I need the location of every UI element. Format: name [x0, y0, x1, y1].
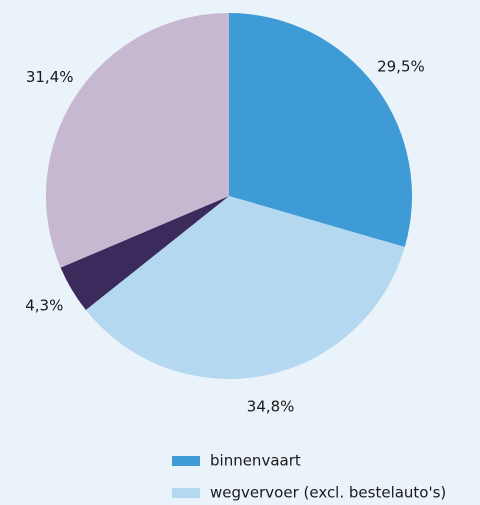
value-label: 34,8% — [247, 397, 295, 415]
pie-slice — [60, 196, 230, 310]
value-label: 31,4% — [26, 68, 74, 86]
legend-label: binnenvaart — [210, 452, 301, 470]
value-label: 4,3% — [25, 297, 63, 315]
pie-slice — [46, 13, 229, 268]
legend-swatch — [172, 456, 200, 466]
legend-swatch — [172, 488, 200, 498]
legend-label: wegvervoer (excl. bestelauto's) — [210, 484, 446, 502]
pie-slice — [229, 13, 412, 248]
value-label: 29,5% — [377, 57, 425, 75]
pie-slice — [85, 196, 405, 379]
